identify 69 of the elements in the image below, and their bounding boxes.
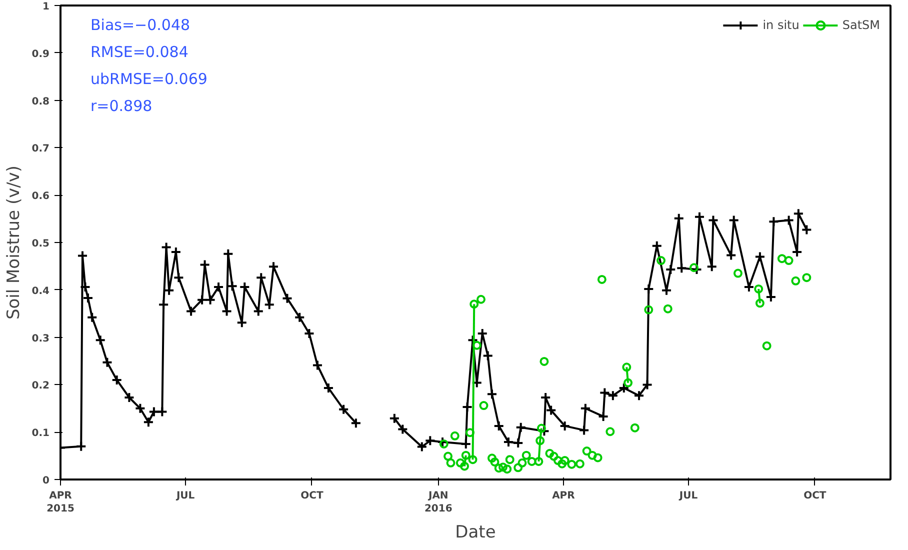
point [498,462,508,472]
y-tick-label: 0.3 [32,333,50,344]
point [444,452,453,461]
point [663,304,672,314]
point [593,453,602,462]
y-tick-label: 0.6 [32,191,50,202]
point [656,256,666,266]
x-tick-label: APR [552,490,576,502]
point [791,276,800,286]
point [472,340,482,350]
point [588,450,597,460]
point [733,268,742,278]
point [522,450,531,460]
y-tick-label: 0.2 [32,380,50,392]
x-axis-title: Date [455,522,496,543]
point [505,455,514,464]
annotation: ubRMSE=0.069 [90,70,208,88]
x-tick-label: JAN 2016 [424,490,452,515]
point [540,356,549,366]
x-tick-label: JUL [678,490,698,502]
point [549,452,558,461]
legend-label: SatSM [842,18,880,32]
y-tick-label: 0.1 [32,428,50,440]
y-tick-label: 0.5 [32,238,50,250]
point [582,446,592,456]
point [450,431,460,440]
y-tick-label: 0.4 [32,286,50,297]
point [777,254,786,264]
point [494,464,504,473]
y-tick-label: 0.8 [32,96,50,108]
point [606,427,615,436]
point [784,256,794,266]
point [502,464,512,474]
point [560,456,570,466]
y-tick-label: 0.9 [32,48,50,60]
x-tick-label: JUL [175,490,196,502]
point [518,458,527,468]
x-tick-label: APR 2015 [46,490,74,515]
point [802,273,812,282]
point [487,454,496,463]
point [644,305,654,314]
point [553,456,562,466]
x-tick-label: OCT [804,490,826,502]
y-tick-label: 0.7 [32,144,50,155]
point [536,436,545,446]
point [476,294,486,304]
point [446,458,456,468]
legend-label: in situ [762,18,800,32]
y-tick-label: 1 [42,2,50,12]
point [439,439,448,448]
point [567,460,576,469]
annotation: RMSE=0.084 [90,42,188,61]
point [597,274,606,284]
y-axis-title: Soil Moistrue (v/v) [4,165,24,320]
point [466,428,475,438]
point [456,458,465,468]
point [545,448,554,458]
point [630,423,640,432]
point [689,263,698,272]
y-tick-label: 0 [42,476,50,486]
annotation: Bias=−0.048 [90,16,190,34]
point [479,401,488,410]
point [762,341,772,350]
point [490,457,500,466]
annotation: r=0.898 [90,96,152,115]
point [575,459,584,468]
point [558,459,567,468]
point [514,463,523,472]
x-tick-label: OCT [300,490,324,502]
